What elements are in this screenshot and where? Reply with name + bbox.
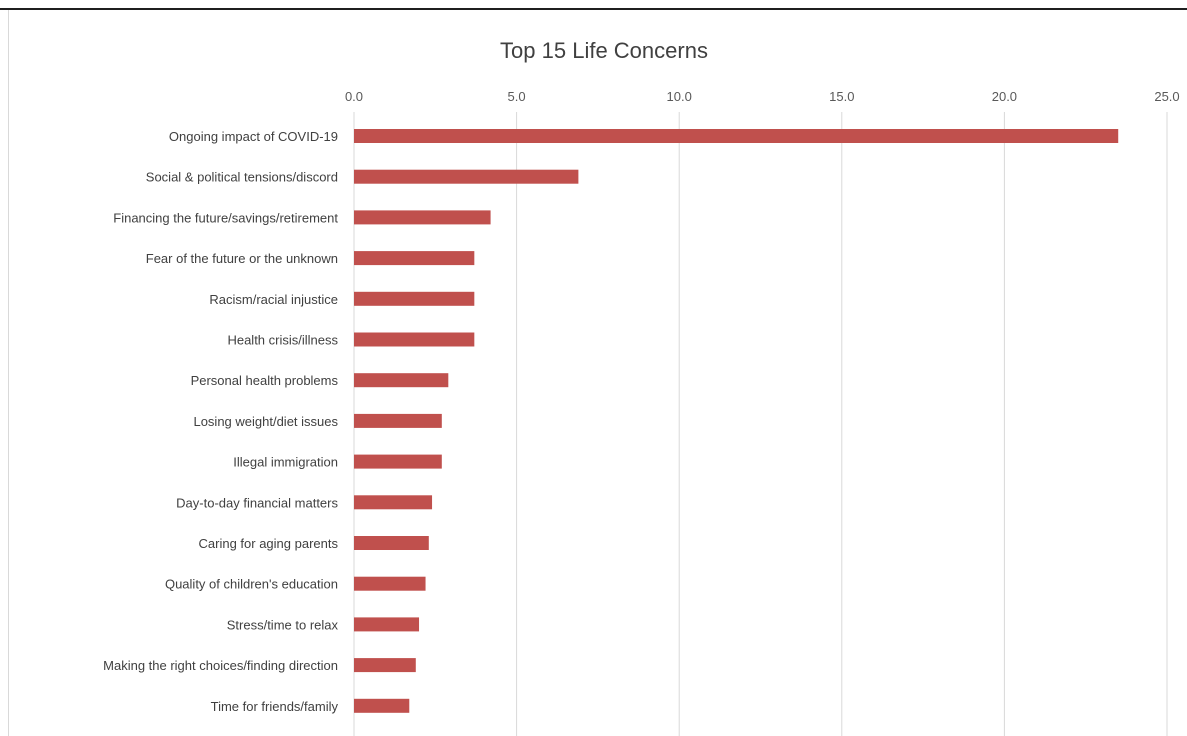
bar <box>354 373 449 388</box>
x-tick-label: 5.0 <box>508 89 526 104</box>
category-label: Losing weight/diet issues <box>193 414 338 429</box>
bar <box>354 129 1119 143</box>
category-label: Ongoing impact of COVID-19 <box>169 129 338 144</box>
top-border <box>0 8 1187 10</box>
bar <box>354 413 442 428</box>
x-tick-label: 25.0 <box>1154 89 1179 104</box>
x-tick-label: 0.0 <box>345 89 363 104</box>
bar <box>354 332 475 347</box>
x-tick-label: 20.0 <box>992 89 1017 104</box>
x-tick-label: 10.0 <box>667 89 692 104</box>
left-border <box>8 10 9 736</box>
category-label: Quality of children's education <box>165 577 338 592</box>
category-label: Fear of the future or the unknown <box>146 251 338 266</box>
bar <box>354 658 416 673</box>
chart-title: Top 15 Life Concerns <box>500 38 708 63</box>
x-tick-label: 15.0 <box>829 89 854 104</box>
category-label: Making the right choices/finding directi… <box>103 658 338 673</box>
bar <box>354 617 420 632</box>
bar <box>354 169 579 184</box>
bar <box>354 454 442 469</box>
category-label: Stress/time to relax <box>227 617 339 632</box>
category-label: Racism/racial injustice <box>209 292 338 307</box>
category-label: Time for friends/family <box>211 699 339 714</box>
bar <box>354 495 433 510</box>
bar <box>354 576 426 591</box>
category-label: Day-to-day financial matters <box>176 495 338 510</box>
bar <box>354 210 491 225</box>
category-label: Personal health problems <box>191 373 339 388</box>
bar <box>354 251 475 266</box>
bar <box>354 291 475 306</box>
category-label: Health crisis/illness <box>227 333 338 348</box>
category-label: Financing the future/savings/retirement <box>113 210 338 225</box>
category-label: Caring for aging parents <box>199 536 339 551</box>
category-label: Social & political tensions/discord <box>146 170 338 185</box>
bar <box>354 536 429 550</box>
category-label: Illegal immigration <box>233 455 338 470</box>
bar <box>354 698 410 713</box>
